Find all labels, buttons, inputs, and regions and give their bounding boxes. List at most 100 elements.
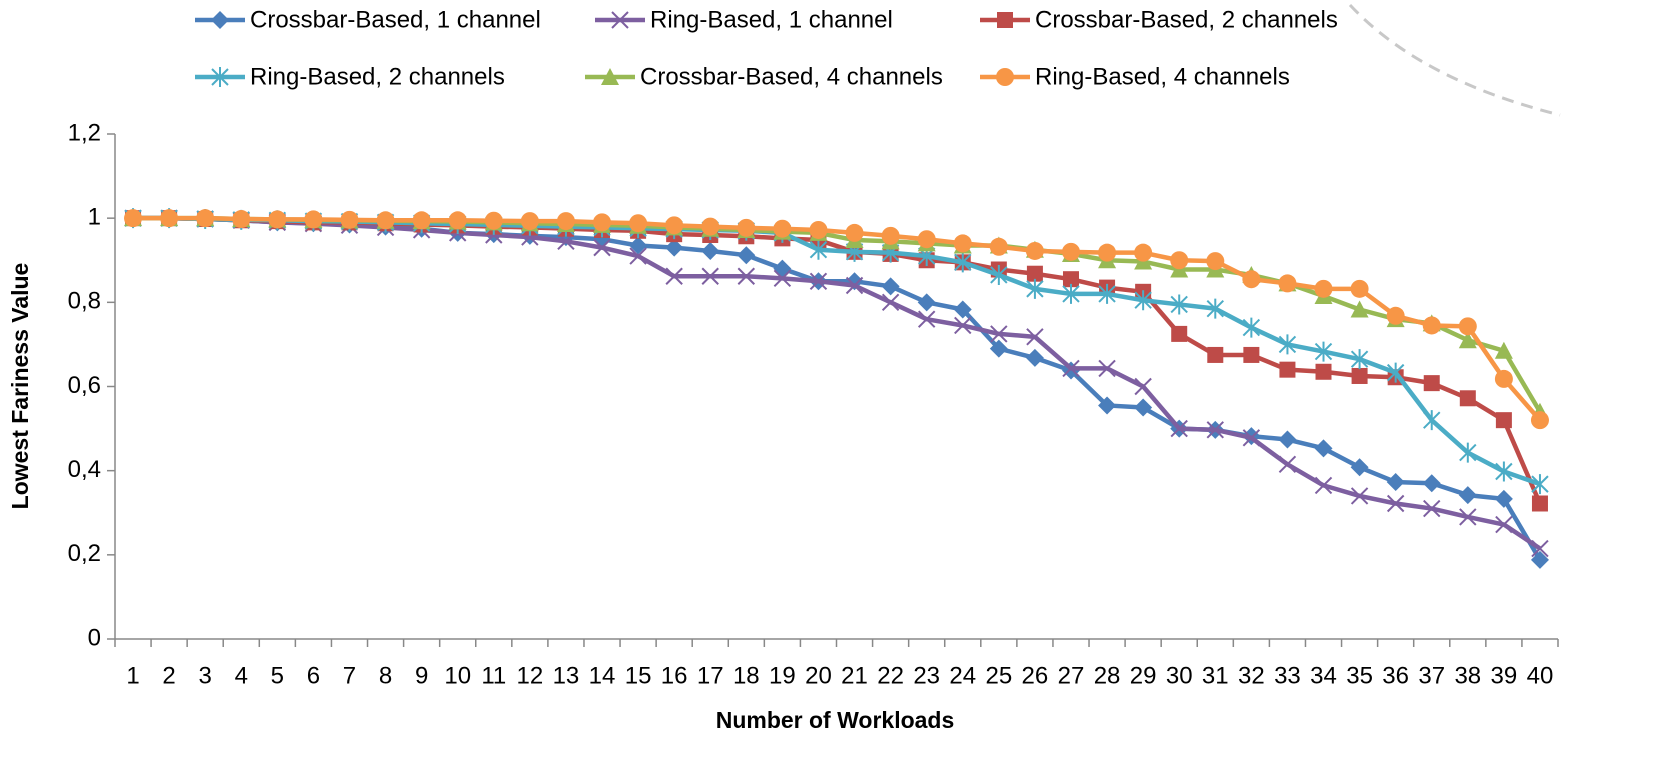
marker [1278,455,1297,474]
x-tick-label: 28 [1094,662,1121,689]
marker [232,210,251,229]
y-tick-label: 0,2 [68,540,101,567]
marker [1242,317,1261,338]
marker [268,210,287,229]
marker [845,276,864,295]
marker [1206,421,1224,439]
x-tick-label: 8 [379,662,392,689]
marker [593,213,612,232]
x-tick-label: 37 [1418,662,1445,689]
marker [611,11,629,29]
x-tick-label: 16 [661,662,688,689]
marker [809,220,828,239]
marker [1170,251,1189,270]
marker [629,214,648,233]
marker [1314,439,1333,458]
y-axis-title: Lowest Fariness Value [7,263,33,510]
marker [1351,367,1368,384]
marker [1278,334,1297,355]
legend-item: Ring-Based, 1 channel [595,6,893,33]
x-tick-label: 18 [733,662,760,689]
marker [484,211,503,230]
marker [917,310,936,328]
marker [629,247,647,265]
legend-label: Crossbar-Based, 4 channels [640,63,943,90]
marker [211,67,229,87]
marker [593,238,611,257]
x-tick-label: 35 [1346,662,1373,689]
x-tick-label: 3 [199,662,212,689]
marker [1423,499,1441,518]
x-tick-label: 24 [949,662,976,689]
marker [954,252,972,273]
decoration-arc [1348,3,1561,117]
marker [1386,494,1405,513]
x-tick-label: 5 [271,662,284,689]
marker [917,293,936,312]
x-tick-label: 20 [805,662,832,689]
marker [1170,294,1188,315]
marker [1098,359,1116,378]
marker [1495,461,1513,482]
marker [1098,283,1116,304]
x-tick-label: 15 [625,662,652,689]
marker [1458,331,1477,349]
marker [1531,474,1549,495]
marker [1026,278,1044,299]
marker [1062,359,1080,378]
x-tick-label: 11 [481,662,506,689]
marker [1458,317,1477,336]
x-tick-label: 7 [343,662,356,689]
x-tick-label: 2 [162,662,175,689]
marker [1026,265,1043,282]
marker [1243,346,1260,363]
x-tick-label: 26 [1022,662,1049,689]
legend-label: Ring-Based, 1 channel [650,6,893,33]
marker [1386,362,1405,383]
marker [1170,419,1188,438]
marker [1314,476,1333,495]
marker [1315,363,1332,380]
marker [1386,473,1405,492]
series [124,209,1549,420]
legend-label: Crossbar-Based, 2 channels [1035,6,1338,33]
marker [953,234,972,253]
marker [1062,271,1079,288]
legend-item: Crossbar-Based, 4 channels [585,63,943,90]
marker [1025,348,1044,367]
marker [340,210,359,229]
marker [773,259,792,278]
series [124,209,1549,430]
marker [990,325,1008,343]
marker [1062,283,1080,304]
marker [881,226,900,245]
marker [1531,539,1549,558]
marker [1350,279,1369,298]
marker [773,219,792,238]
marker [1494,369,1513,388]
marker [1314,279,1333,298]
marker [737,267,756,285]
marker [989,237,1008,256]
marker [448,211,467,230]
marker [601,68,619,85]
x-tick-label: 17 [697,662,724,689]
marker [196,209,215,228]
marker [1171,325,1188,342]
x-tick-label: 10 [444,662,471,689]
marker [1350,487,1369,505]
marker [954,316,972,335]
x-tick-label: 4 [235,662,248,689]
x-tick-label: 27 [1058,662,1085,689]
marker [1134,290,1152,311]
marker [520,212,539,231]
marker [1530,411,1549,430]
marker [1026,328,1044,346]
series [124,208,1549,495]
x-tick-label: 6 [307,662,320,689]
marker [701,217,720,236]
marker [1098,243,1117,262]
marker [1423,410,1441,431]
legend-item: Ring-Based, 2 channels [195,63,505,90]
marker [1494,489,1513,508]
